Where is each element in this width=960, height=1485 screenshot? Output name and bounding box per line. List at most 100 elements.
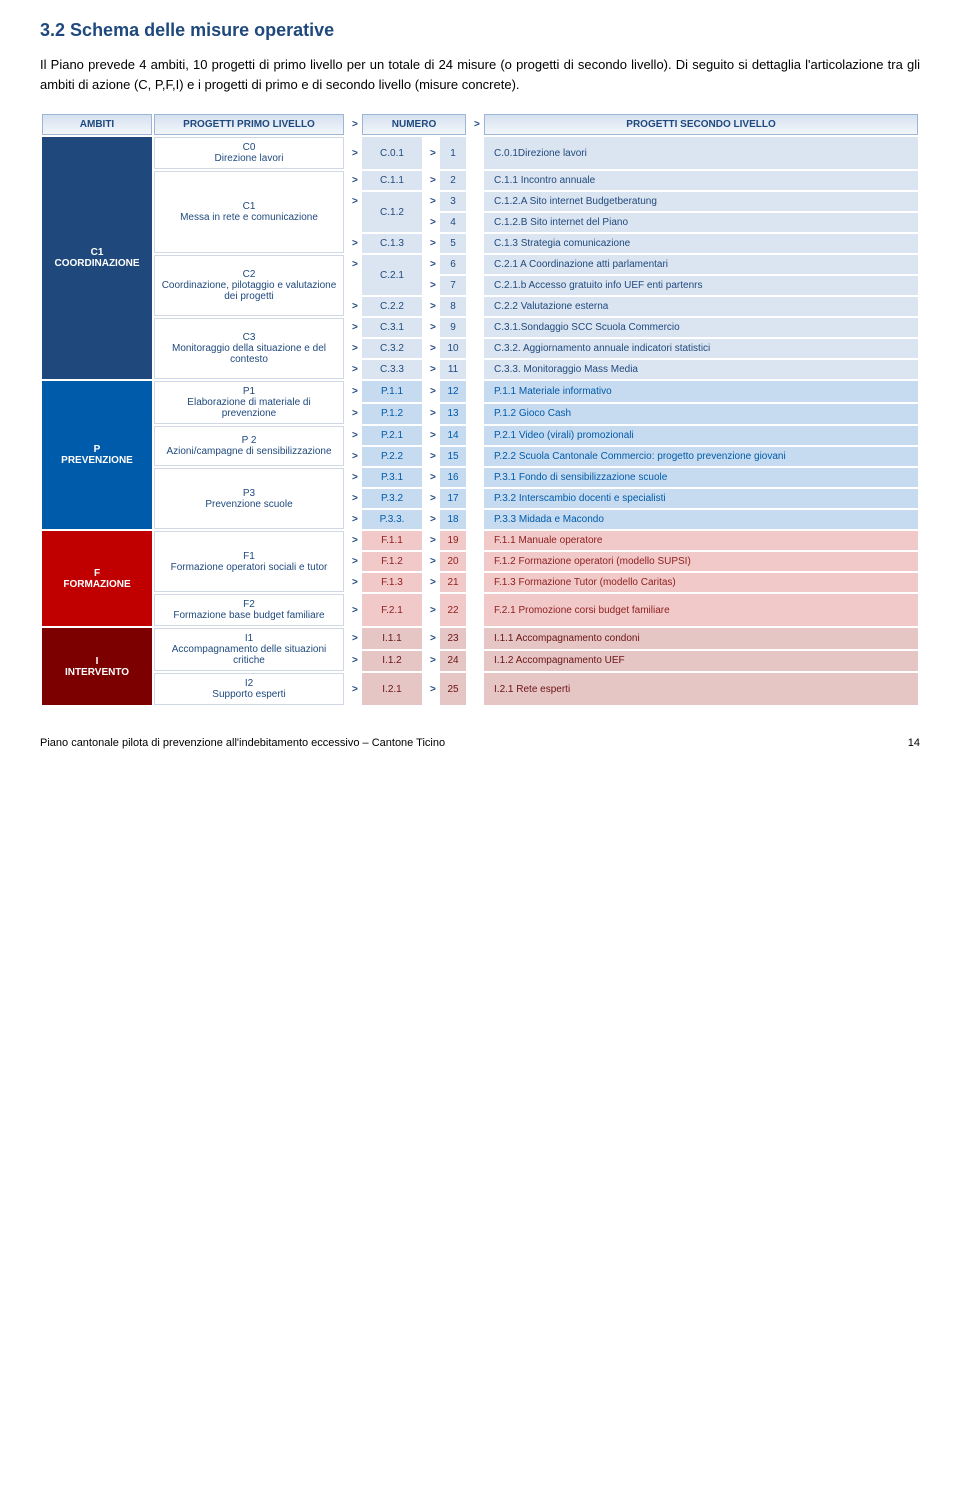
arrow-cell: > <box>424 360 438 379</box>
sub-number-cell: 16 <box>440 468 466 487</box>
gap-cell <box>468 510 482 529</box>
ambito-cell: C1COORDINAZIONE <box>42 137 152 379</box>
sub-number-cell: 8 <box>440 297 466 316</box>
secondo-cell: F.1.1 Manuale operatore <box>484 531 918 550</box>
gap-cell <box>468 468 482 487</box>
secondo-cell: I.2.1 Rete esperti <box>484 673 918 705</box>
arrow-cell: > <box>346 594 360 626</box>
table-row: C3Monitoraggio della situazione e del co… <box>42 318 918 337</box>
table-row: F2Formazione base budget familiare>F.2.1… <box>42 594 918 626</box>
gap-cell <box>468 137 482 169</box>
arrow-cell: > <box>424 137 438 169</box>
gap-cell <box>468 255 482 274</box>
primo-cell: I2Supporto esperti <box>154 673 344 705</box>
gap-cell <box>468 552 482 571</box>
secondo-cell: C.0.1Direzione lavori <box>484 137 918 169</box>
arrow-cell: > <box>346 573 360 592</box>
numero-cell: C.0.1 <box>362 137 422 169</box>
gap-cell <box>468 297 482 316</box>
ambito-cell: PPREVENZIONE <box>42 381 152 529</box>
arrow-cell: > <box>346 468 360 487</box>
arrow-cell: > <box>346 171 360 190</box>
secondo-cell: I.1.2 Accompagnamento UEF <box>484 651 918 672</box>
numero-cell: C.1.3 <box>362 234 422 253</box>
schema-table: AMBITI PROGETTI PRIMO LIVELLO > NUMERO >… <box>40 112 920 707</box>
arrow-cell: > <box>424 404 438 425</box>
arrow-cell: > <box>346 447 360 466</box>
arrow-cell: > <box>424 171 438 190</box>
arrow-cell: > <box>346 192 360 211</box>
secondo-cell: C.2.1.b Accesso gratuito info UEF enti p… <box>484 276 918 295</box>
numero-cell: C.2.2 <box>362 297 422 316</box>
table-row: IINTERVENTOI1Accompagnamento delle situa… <box>42 628 918 649</box>
sub-number-cell: 5 <box>440 234 466 253</box>
arrow-cell: > <box>346 426 360 445</box>
page-footer: Piano cantonale pilota di prevenzione al… <box>40 737 920 749</box>
sub-number-cell: 21 <box>440 573 466 592</box>
numero-cell: I.1.1 <box>362 628 422 649</box>
sub-number-cell: 1 <box>440 137 466 169</box>
table-row: PPREVENZIONEP1Elaborazione di materiale … <box>42 381 918 402</box>
numero-cell: I.2.1 <box>362 673 422 705</box>
arrow-cell: > <box>346 234 360 253</box>
gap-cell <box>468 489 482 508</box>
sub-number-cell: 22 <box>440 594 466 626</box>
arrow-cell: > <box>346 489 360 508</box>
primo-cell: C0Direzione lavori <box>154 137 344 169</box>
numero-cell: C.3.1 <box>362 318 422 337</box>
gap-cell <box>468 192 482 211</box>
primo-cell: C1Messa in rete e comunicazione <box>154 171 344 253</box>
arrow-cell: > <box>346 137 360 169</box>
table-row: C2Coordinazione, pilotaggio e valutazion… <box>42 255 918 274</box>
numero-cell: P.3.1 <box>362 468 422 487</box>
sub-number-cell: 10 <box>440 339 466 358</box>
section-title: 3.2 Schema delle misure operative <box>40 20 920 41</box>
arrow-cell: > <box>346 552 360 571</box>
arrow-cell: > <box>346 404 360 425</box>
secondo-cell: P.3.2 Interscambio docenti e specialisti <box>484 489 918 508</box>
arrow-cell: > <box>424 628 438 649</box>
secondo-cell: P.3.1 Fondo di sensibilizzazione scuole <box>484 468 918 487</box>
gap-cell <box>468 339 482 358</box>
sub-number-cell: 6 <box>440 255 466 274</box>
primo-cell: C3Monitoraggio della situazione e del co… <box>154 318 344 379</box>
arrow-cell: > <box>424 339 438 358</box>
header-primo: PROGETTI PRIMO LIVELLO <box>154 114 344 135</box>
secondo-cell: C.3.1.Sondaggio SCC Scuola Commercio <box>484 318 918 337</box>
gap-cell <box>468 426 482 445</box>
primo-cell: P1Elaborazione di materiale di prevenzio… <box>154 381 344 424</box>
secondo-cell: C.1.3 Strategia comunicazione <box>484 234 918 253</box>
arrow-cell: > <box>424 673 438 705</box>
numero-cell: P.1.2 <box>362 404 422 425</box>
arrow-cell: > <box>346 628 360 649</box>
numero-cell: P.2.1 <box>362 426 422 445</box>
secondo-cell: F.2.1 Promozione corsi budget familiare <box>484 594 918 626</box>
gap-cell <box>468 447 482 466</box>
arrow-cell: > <box>424 468 438 487</box>
footer-page-number: 14 <box>908 737 920 749</box>
header-numero: NUMERO <box>362 114 466 135</box>
sub-number-cell: 18 <box>440 510 466 529</box>
arrow-cell: > <box>424 447 438 466</box>
arrow-cell: > <box>346 318 360 337</box>
table-row: FFORMAZIONEF1Formazione operatori social… <box>42 531 918 550</box>
arrow-cell: > <box>346 651 360 672</box>
arrow-cell <box>346 276 360 295</box>
numero-cell: P.3.3. <box>362 510 422 529</box>
arrow-cell: > <box>346 339 360 358</box>
arrow-cell: > <box>424 255 438 274</box>
numero-cell: C.1.2 <box>362 192 422 232</box>
gap-cell <box>468 171 482 190</box>
gap-cell <box>468 360 482 379</box>
arrow-cell <box>346 213 360 232</box>
primo-cell: C2Coordinazione, pilotaggio e valutazion… <box>154 255 344 316</box>
table-row: P3Prevenzione scuole>P.3.1>16P.3.1 Fondo… <box>42 468 918 487</box>
arrow-cell: > <box>346 381 360 402</box>
secondo-cell: C.2.1 A Coordinazione atti parlamentari <box>484 255 918 274</box>
arrow-cell: > <box>346 673 360 705</box>
gap-cell <box>468 381 482 402</box>
arrow-cell: > <box>424 297 438 316</box>
primo-cell: P3Prevenzione scuole <box>154 468 344 529</box>
sub-number-cell: 25 <box>440 673 466 705</box>
primo-cell: P 2Azioni/campagne di sensibilizzazione <box>154 426 344 466</box>
